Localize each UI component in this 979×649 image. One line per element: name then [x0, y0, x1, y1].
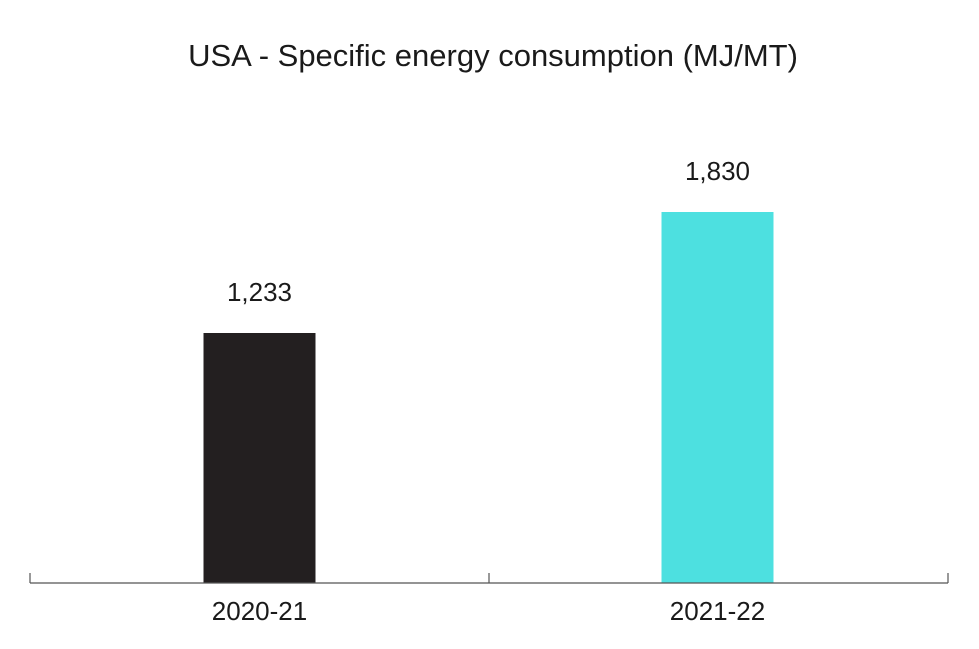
data-label-2021-22: 1,830 [685, 156, 750, 186]
bar-2020-21 [203, 333, 316, 583]
x-tick-label-2020-21: 2020-21 [212, 596, 307, 626]
chart-title: USA - Specific energy consumption (MJ/MT… [188, 38, 798, 73]
x-axis: 2020-21 2021-22 [29, 573, 949, 626]
x-tick-label-2021-22: 2021-22 [670, 596, 765, 626]
data-label-2020-21: 1,233 [227, 277, 292, 307]
bar-2021-22 [661, 212, 774, 583]
bars-layer: 1,233 1,830 [203, 156, 774, 583]
